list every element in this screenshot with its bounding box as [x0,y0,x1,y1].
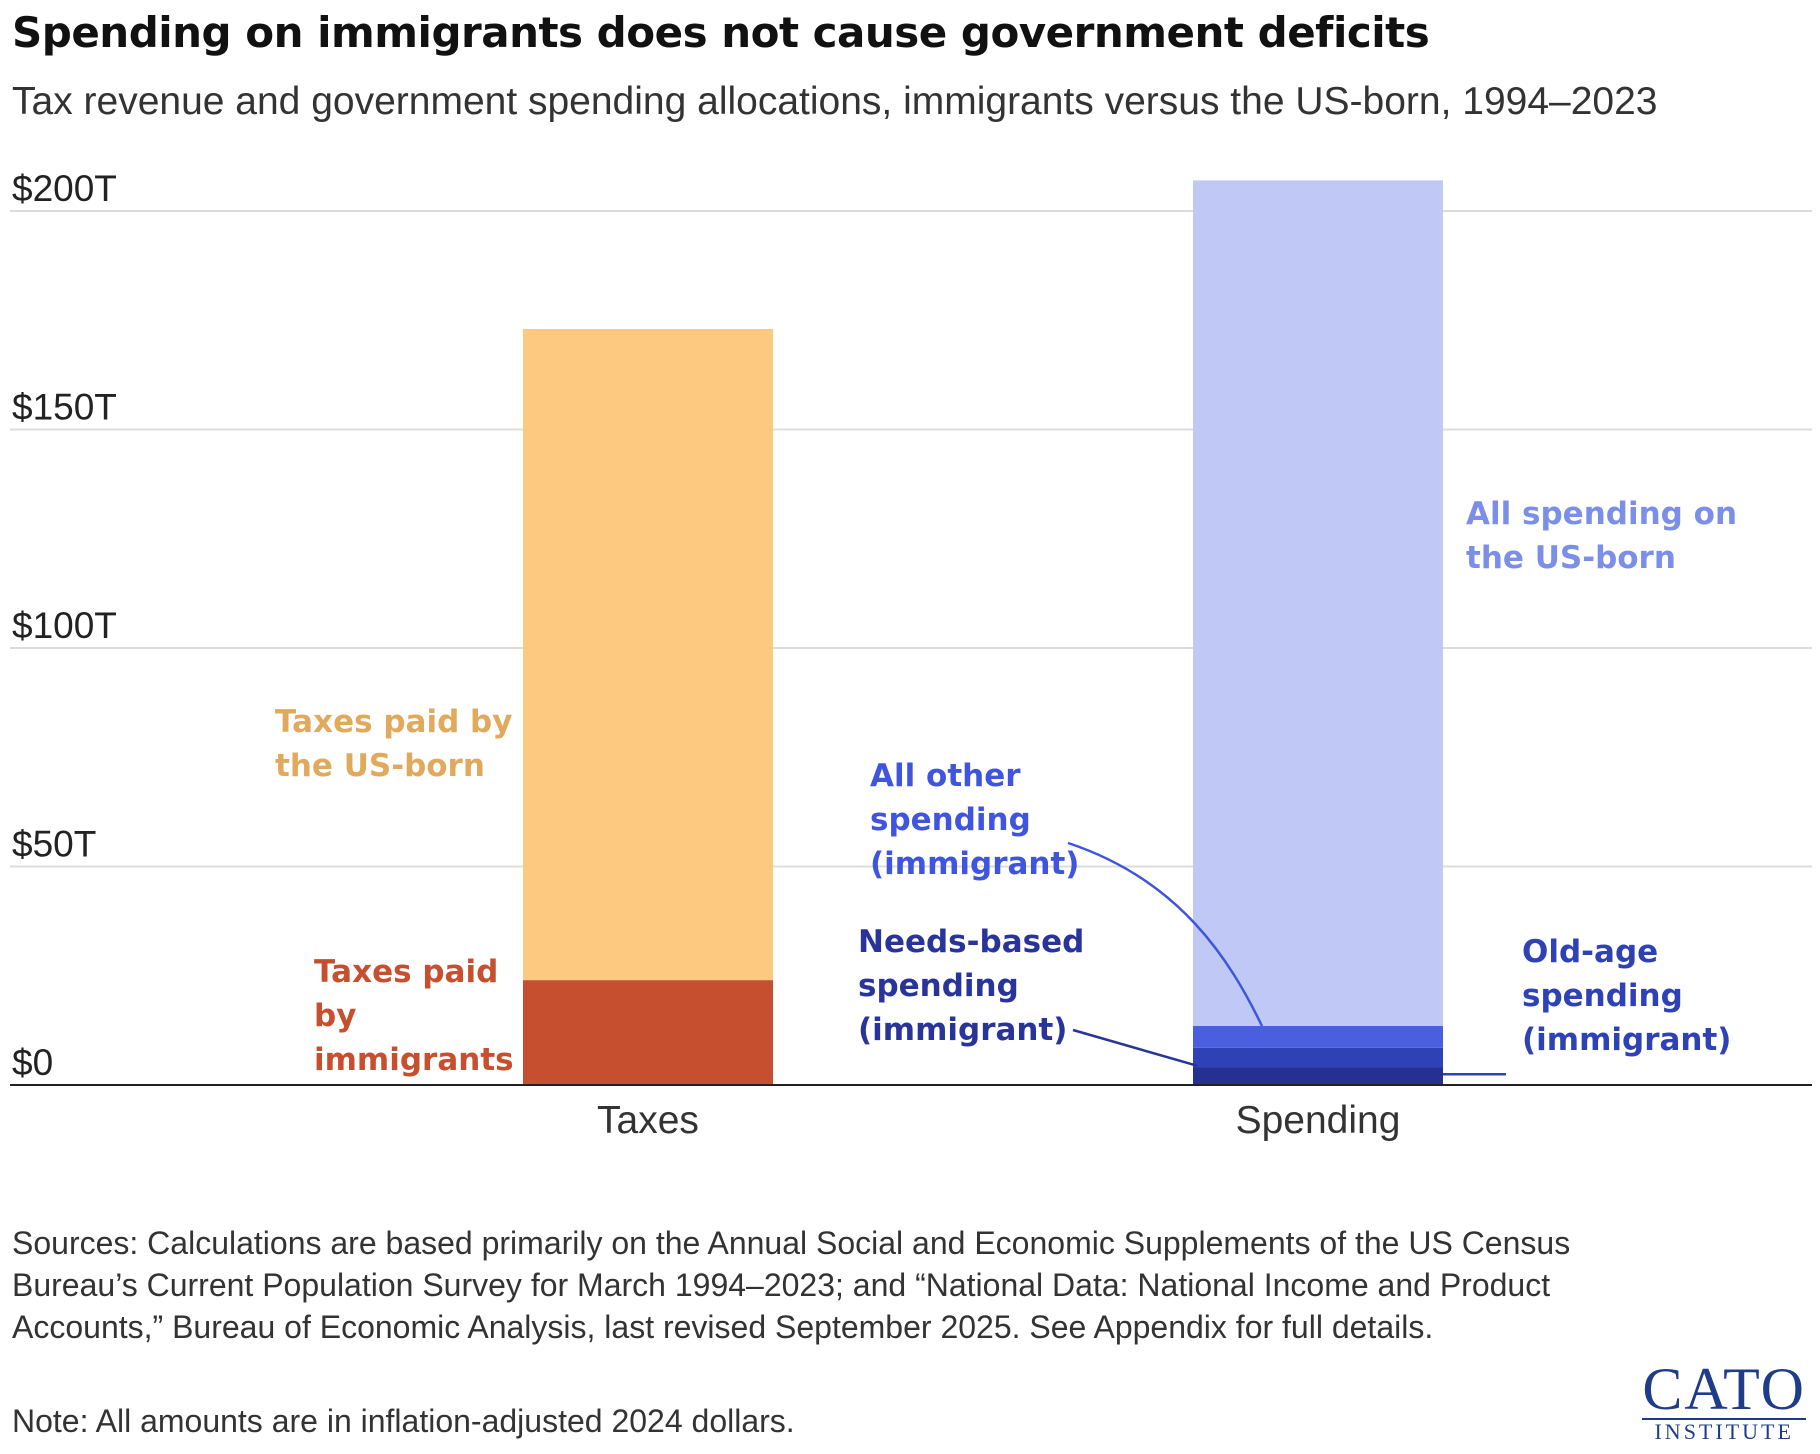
x-axis-categories: Taxes Spending [597,1099,1400,1142]
y-axis-ticks: $0 $50T $100T $150T $200T [12,168,117,1083]
sources-text: Sources: Calculations are based primaril… [12,1225,1571,1345]
leader-needs-based [1072,1028,1198,1067]
logo-name: CATO [1642,1356,1806,1422]
annotation-leader-lines [1067,841,1506,1076]
y-tick-label: $200T [12,168,117,209]
y-tick-label: $50T [12,824,96,865]
gridlines [10,210,1812,868]
label-old-age-immigrant: Old-age spending (immigrant) [1522,934,1732,1058]
bar-segment-old-age-spending-immigrant [1193,1067,1443,1085]
bar-segment-all-spending-on-the-us-born [1193,180,1443,1027]
logo-sub: INSTITUTE [1642,1418,1806,1444]
x-category-label: Taxes [597,1099,699,1142]
bar-segment-all-other-spending-immigrant [1193,1026,1443,1048]
bar-segment-needs-based-spending-immigrant [1193,1047,1443,1068]
y-tick-label: $150T [12,387,117,428]
label-taxes-immigrants: Taxes paid by immigrants [314,954,514,1078]
chart-subtitle: Tax revenue and government spending allo… [12,80,1658,123]
bars [523,180,1443,1085]
y-tick-label: $100T [12,605,117,646]
leader-all-other [1067,841,1264,1027]
label-taxes-us-born: Taxes paid by the US-born [275,704,513,784]
label-all-other-immigrant: All other spending (immigrant) [870,758,1080,882]
bar-segment-taxes-paid-by-immigrants [523,980,773,1085]
label-spending-us-born: All spending on the US-born [1466,496,1738,576]
y-tick-label: $0 [12,1042,53,1083]
cato-logo: CATO INSTITUTE [1642,1356,1806,1444]
note-text: Note: All amounts are in inflation-adjus… [12,1403,795,1439]
chart-title: Spending on immigrants does not cause go… [12,8,1430,57]
label-needs-based-immigrant: Needs-based spending (immigrant) [858,924,1085,1048]
bar-segment-taxes-paid-by-the-us-born [523,328,773,981]
x-category-label: Spending [1236,1099,1401,1142]
